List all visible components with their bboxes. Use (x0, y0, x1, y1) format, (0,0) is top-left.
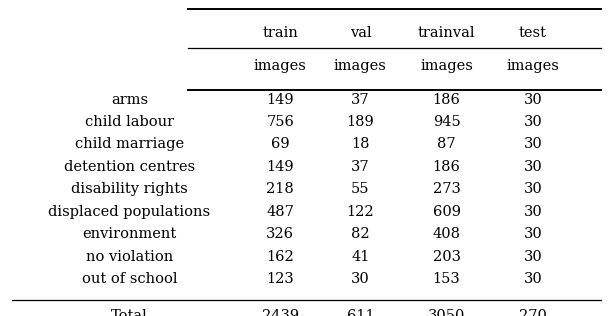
Text: 186: 186 (432, 93, 461, 106)
Text: 55: 55 (351, 182, 370, 196)
Text: 611: 611 (347, 309, 374, 316)
Text: images: images (420, 59, 473, 73)
Text: 3050: 3050 (428, 309, 465, 316)
Text: trainval: trainval (418, 26, 476, 40)
Text: 218: 218 (266, 182, 294, 196)
Text: 162: 162 (266, 250, 294, 264)
Text: 30: 30 (524, 272, 542, 286)
Text: images: images (506, 59, 559, 73)
Text: 149: 149 (267, 160, 294, 174)
Text: 30: 30 (351, 272, 370, 286)
Text: 37: 37 (351, 160, 370, 174)
Text: 82: 82 (351, 227, 370, 241)
Text: 2439: 2439 (262, 309, 299, 316)
Text: 609: 609 (432, 205, 461, 219)
Text: 756: 756 (266, 115, 294, 129)
Text: 122: 122 (347, 205, 374, 219)
Text: child marriage: child marriage (75, 137, 184, 151)
Text: 30: 30 (524, 227, 542, 241)
Text: images: images (334, 59, 387, 73)
Text: arms: arms (111, 93, 148, 106)
Text: 270: 270 (519, 309, 547, 316)
Text: Total: Total (111, 309, 148, 316)
Text: 149: 149 (267, 93, 294, 106)
Text: detention centres: detention centres (64, 160, 195, 174)
Text: 30: 30 (524, 93, 542, 106)
Text: train: train (262, 26, 298, 40)
Text: disability rights: disability rights (71, 182, 188, 196)
Text: 273: 273 (432, 182, 461, 196)
Text: 18: 18 (351, 137, 370, 151)
Text: 30: 30 (524, 160, 542, 174)
Text: displaced populations: displaced populations (48, 205, 211, 219)
Text: environment: environment (82, 227, 177, 241)
Text: 69: 69 (271, 137, 290, 151)
Text: 30: 30 (524, 250, 542, 264)
Text: 87: 87 (437, 137, 456, 151)
Text: 945: 945 (432, 115, 461, 129)
Text: val: val (349, 26, 371, 40)
Text: 326: 326 (266, 227, 294, 241)
Text: out of school: out of school (81, 272, 177, 286)
Text: 30: 30 (524, 137, 542, 151)
Text: 37: 37 (351, 93, 370, 106)
Text: 203: 203 (432, 250, 461, 264)
Text: 30: 30 (524, 115, 542, 129)
Text: 189: 189 (346, 115, 375, 129)
Text: test: test (519, 26, 547, 40)
Text: 487: 487 (266, 205, 294, 219)
Text: no violation: no violation (86, 250, 173, 264)
Text: 153: 153 (432, 272, 461, 286)
Text: 186: 186 (432, 160, 461, 174)
Text: images: images (254, 59, 307, 73)
Text: child labour: child labour (85, 115, 174, 129)
Text: 408: 408 (432, 227, 461, 241)
Text: 41: 41 (351, 250, 370, 264)
Text: 123: 123 (266, 272, 294, 286)
Text: 30: 30 (524, 205, 542, 219)
Text: 30: 30 (524, 182, 542, 196)
